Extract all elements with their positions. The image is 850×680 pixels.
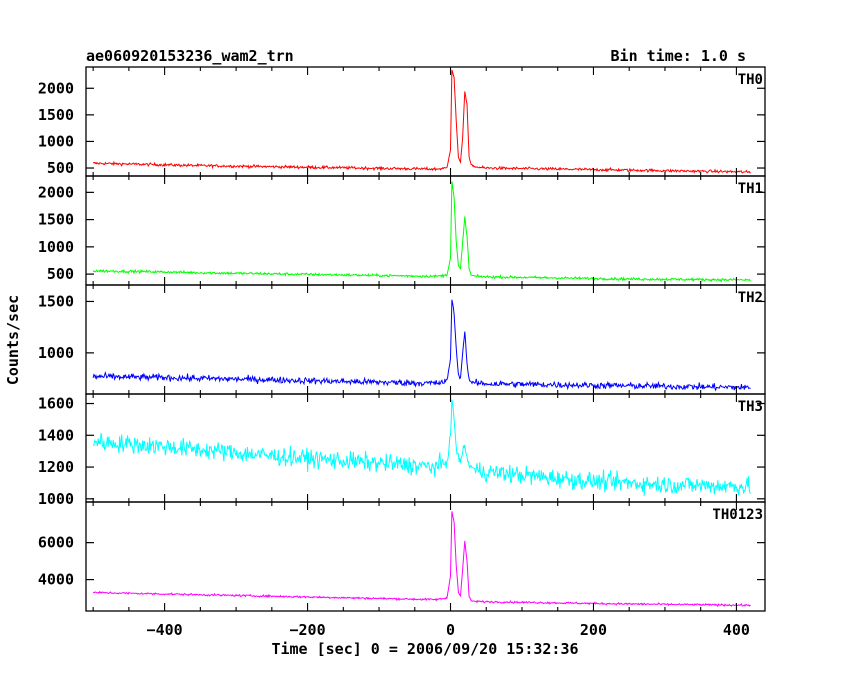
y-tick-label: 4000: [38, 571, 74, 589]
x-tick-label: 200: [580, 621, 607, 639]
y-axis-label: Counts/sec: [4, 295, 22, 385]
x-tick-label: 0: [446, 621, 455, 639]
series-label-th1: TH1: [738, 181, 763, 197]
series-line-th2: [92, 299, 751, 392]
y-tick-label: 1400: [38, 426, 74, 444]
panel-frame-th0123: [85, 501, 766, 612]
x-tick-label: 400: [723, 621, 750, 639]
y-tick-label: 1600: [38, 395, 74, 413]
panels: TH0500100015002000TH1500100015002000TH21…: [38, 66, 766, 639]
series-line-th0123: [92, 511, 751, 608]
y-tick-label: 1500: [38, 211, 74, 229]
series-label-th0: TH0: [738, 72, 763, 88]
y-tick-label: 1000: [38, 132, 74, 150]
panel-frame-th1: [85, 175, 766, 286]
y-tick-label: 6000: [38, 534, 74, 552]
series-line-th0: [92, 69, 751, 175]
y-tick-label: 500: [47, 159, 74, 177]
x-tick-label: −400: [147, 621, 183, 639]
y-tick-label: 2000: [38, 79, 74, 97]
y-tick-label: 2000: [38, 183, 74, 201]
panel-frame-th3: [85, 393, 766, 503]
y-tick-label: 1200: [38, 458, 74, 476]
series-line-th1: [92, 181, 751, 283]
y-tick-label: 1000: [38, 238, 74, 256]
y-tick-label: 500: [47, 265, 74, 283]
x-axis-label: Time [sec] 0 = 2006/09/20 15:32:36: [271, 640, 578, 658]
series-line-th3: [92, 399, 752, 496]
series-label-th0123: TH0123: [712, 507, 763, 523]
y-tick-label: 1500: [38, 106, 74, 124]
x-tick-label: −200: [290, 621, 326, 639]
y-tick-label: 1000: [38, 490, 74, 508]
y-tick-label: 1000: [38, 344, 74, 362]
panel-frame-th0: [85, 66, 766, 177]
series-label-th3: TH3: [738, 399, 763, 415]
y-tick-label: 1500: [38, 292, 74, 310]
chart-bin-time: Bin time: 1.0 s: [611, 47, 746, 65]
chart-title: ae060920153236_wam2_trn: [86, 47, 294, 65]
series-label-th2: TH2: [738, 290, 763, 306]
